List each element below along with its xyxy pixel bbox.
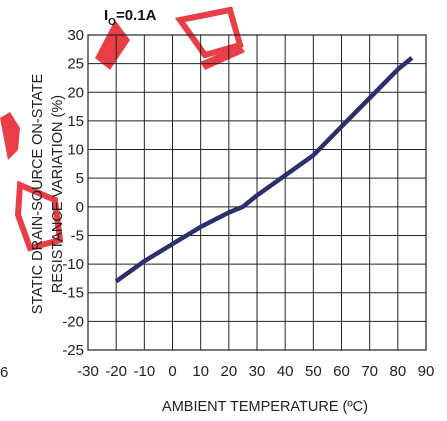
- y-tick-label: 30: [67, 27, 84, 44]
- y-axis-label-line-2: RESISTANCE VARIATION (%): [50, 95, 66, 293]
- y-tick-label: 15: [67, 113, 84, 130]
- y-tick-label: -5: [71, 227, 84, 244]
- y-tick-label: 20: [67, 84, 84, 101]
- y-tick-label: -10: [62, 256, 84, 273]
- y-tick-label: -25: [62, 342, 84, 359]
- x-tick-label: 90: [418, 363, 435, 380]
- plot-frame: [87, 34, 427, 351]
- y-tick-label: 5: [76, 170, 84, 187]
- x-tick-label: 10: [192, 363, 209, 380]
- grid: [87, 34, 427, 351]
- y-tick-label: 10: [67, 142, 84, 159]
- x-tick-label: 50: [305, 363, 322, 380]
- y-tick-labels: 30 25 20 15 10 5 0 -5 -10 -15 -20 -25: [62, 27, 84, 359]
- x-tick-label: -30: [77, 363, 99, 380]
- stray-glyph: 6: [0, 364, 8, 381]
- y-axis-label-line-1: STATIC DRAIN-SOURCE ON-STATE: [30, 73, 46, 314]
- annotation-subscript: O: [108, 17, 116, 28]
- x-tick-label: 40: [277, 363, 294, 380]
- x-tick-label: 0: [168, 363, 176, 380]
- y-tick-label: 0: [76, 199, 84, 216]
- annotation-main: I: [104, 7, 108, 24]
- x-tick-label: 70: [361, 363, 378, 380]
- x-tick-label: -10: [133, 363, 155, 380]
- x-axis-label: AMBIENT TEMPERATURE (ºC): [162, 399, 368, 415]
- x-tick-labels: -30 -20 -10 0 10 20 30 40 50 60 70 80 90: [77, 363, 434, 380]
- y-tick-label: -20: [62, 313, 84, 330]
- x-tick-label: 30: [249, 363, 266, 380]
- y-tick-label: 25: [67, 56, 84, 73]
- annotation-rest: =0.1A: [116, 7, 157, 24]
- y-tick-label: -15: [62, 285, 84, 302]
- x-tick-label: 20: [220, 363, 237, 380]
- x-tick-label: -20: [105, 363, 127, 380]
- x-tick-label: 80: [389, 363, 406, 380]
- current-annotation: IO=0.1A: [104, 7, 157, 28]
- series-line: [114, 56, 414, 284]
- x-tick-label: 60: [333, 363, 350, 380]
